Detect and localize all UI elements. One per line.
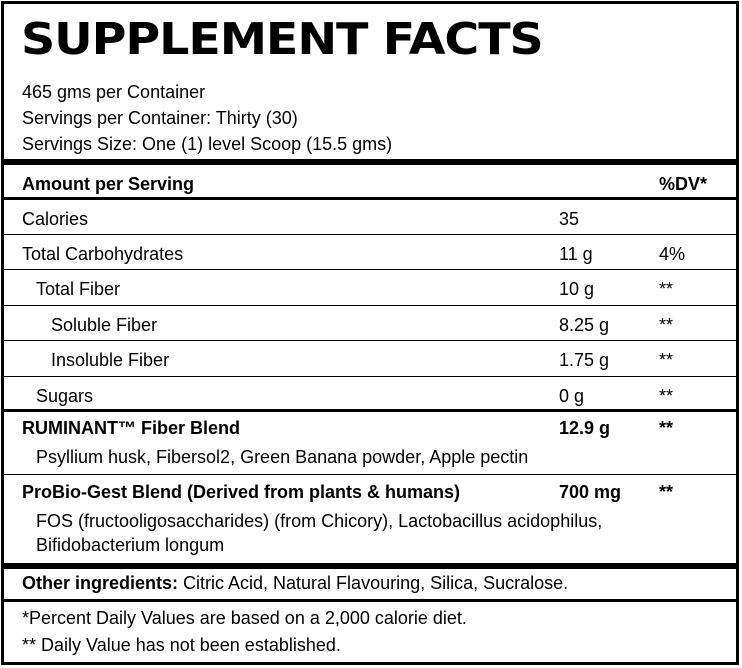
dv-header: %DV*	[659, 174, 708, 194]
rule	[4, 409, 736, 412]
nutrient-name: Calories	[22, 209, 89, 229]
table-row: Total Carbohydrates 11 g 4%	[4, 235, 736, 269]
other-ingredients-label: Other ingredients:	[22, 573, 179, 593]
nutrient-amount: 10 g	[559, 279, 595, 299]
blend-name: RUMINANT™ Fiber Blend	[22, 418, 240, 438]
nutrient-dv: **	[659, 386, 674, 406]
table-row: Soluble Fiber 8.25 g **	[4, 306, 736, 340]
other-ingredients: Other ingredients: Citric Acid, Natural …	[22, 572, 568, 594]
nutrient-amount: 1.75 g	[559, 350, 610, 370]
rule	[4, 474, 736, 475]
table-row: Insoluble Fiber 1.75 g **	[4, 341, 736, 375]
nutrient-dv: **	[659, 315, 674, 335]
rule	[4, 269, 736, 270]
servings-per-container: Servings per Container: Thirty (30)	[22, 108, 298, 128]
serving-size: Servings Size: One (1) level Scoop (15.5…	[22, 134, 393, 154]
table-row: Total Fiber 10 g **	[4, 270, 736, 304]
amount-header-row: Amount per Serving %DV*	[4, 165, 736, 197]
rule	[4, 599, 736, 602]
nutrient-amount: 11 g	[559, 244, 593, 264]
nutrient-dv: **	[659, 350, 674, 370]
blend-ingredients: Bifidobacterium longum	[36, 535, 225, 555]
nutrient-name: Sugars	[36, 386, 94, 406]
rule	[4, 197, 736, 200]
blend-dv: **	[659, 418, 674, 438]
rule	[4, 563, 736, 569]
container-size: 465 gms per Container	[22, 82, 206, 102]
footnote-not-established: ** Daily Value has not been established.	[22, 635, 341, 655]
amount-per-serving-label: Amount per Serving	[22, 174, 195, 194]
rule	[4, 340, 736, 341]
nutrient-amount: 8.25 g	[559, 315, 610, 335]
blend-row: ProBio-Gest Blend (Derived from plants &…	[4, 476, 736, 504]
nutrient-name: Total Carbohydrates	[22, 244, 184, 264]
rule	[4, 376, 736, 377]
rule	[4, 305, 736, 306]
other-ingredients-text: Citric Acid, Natural Flavouring, Silica,…	[178, 573, 569, 593]
nutrient-name: Soluble Fiber	[51, 315, 158, 335]
blend-name: ProBio-Gest Blend (Derived from plants &…	[22, 482, 461, 502]
nutrient-name: Total Fiber	[36, 279, 121, 299]
footnote-dv: *Percent Daily Values are based on a 2,0…	[22, 608, 467, 628]
nutrient-dv: **	[659, 279, 674, 299]
blend-amount: 700 mg	[559, 482, 622, 502]
rule	[4, 159, 736, 165]
nutrient-amount: 35	[559, 209, 580, 229]
blend-ingredients: FOS (fructooligosaccharides) (from Chico…	[36, 511, 603, 531]
nutrient-name: Insoluble Fiber	[51, 350, 170, 370]
panel-title: SUPPLEMENT FACTS	[21, 14, 544, 65]
nutrient-dv: 4%	[659, 244, 686, 264]
rule	[4, 234, 736, 235]
table-row: Calories 35	[4, 200, 736, 234]
blend-amount: 12.9 g	[559, 418, 611, 438]
blend-dv: **	[659, 482, 674, 502]
nutrient-amount: 0 g	[559, 386, 585, 406]
blend-row: RUMINANT™ Fiber Blend 12.9 g **	[4, 412, 736, 440]
table-row: Sugars 0 g **	[4, 377, 736, 411]
blend-ingredients: Psyllium husk, Fibersol2, Green Banana p…	[36, 447, 529, 467]
